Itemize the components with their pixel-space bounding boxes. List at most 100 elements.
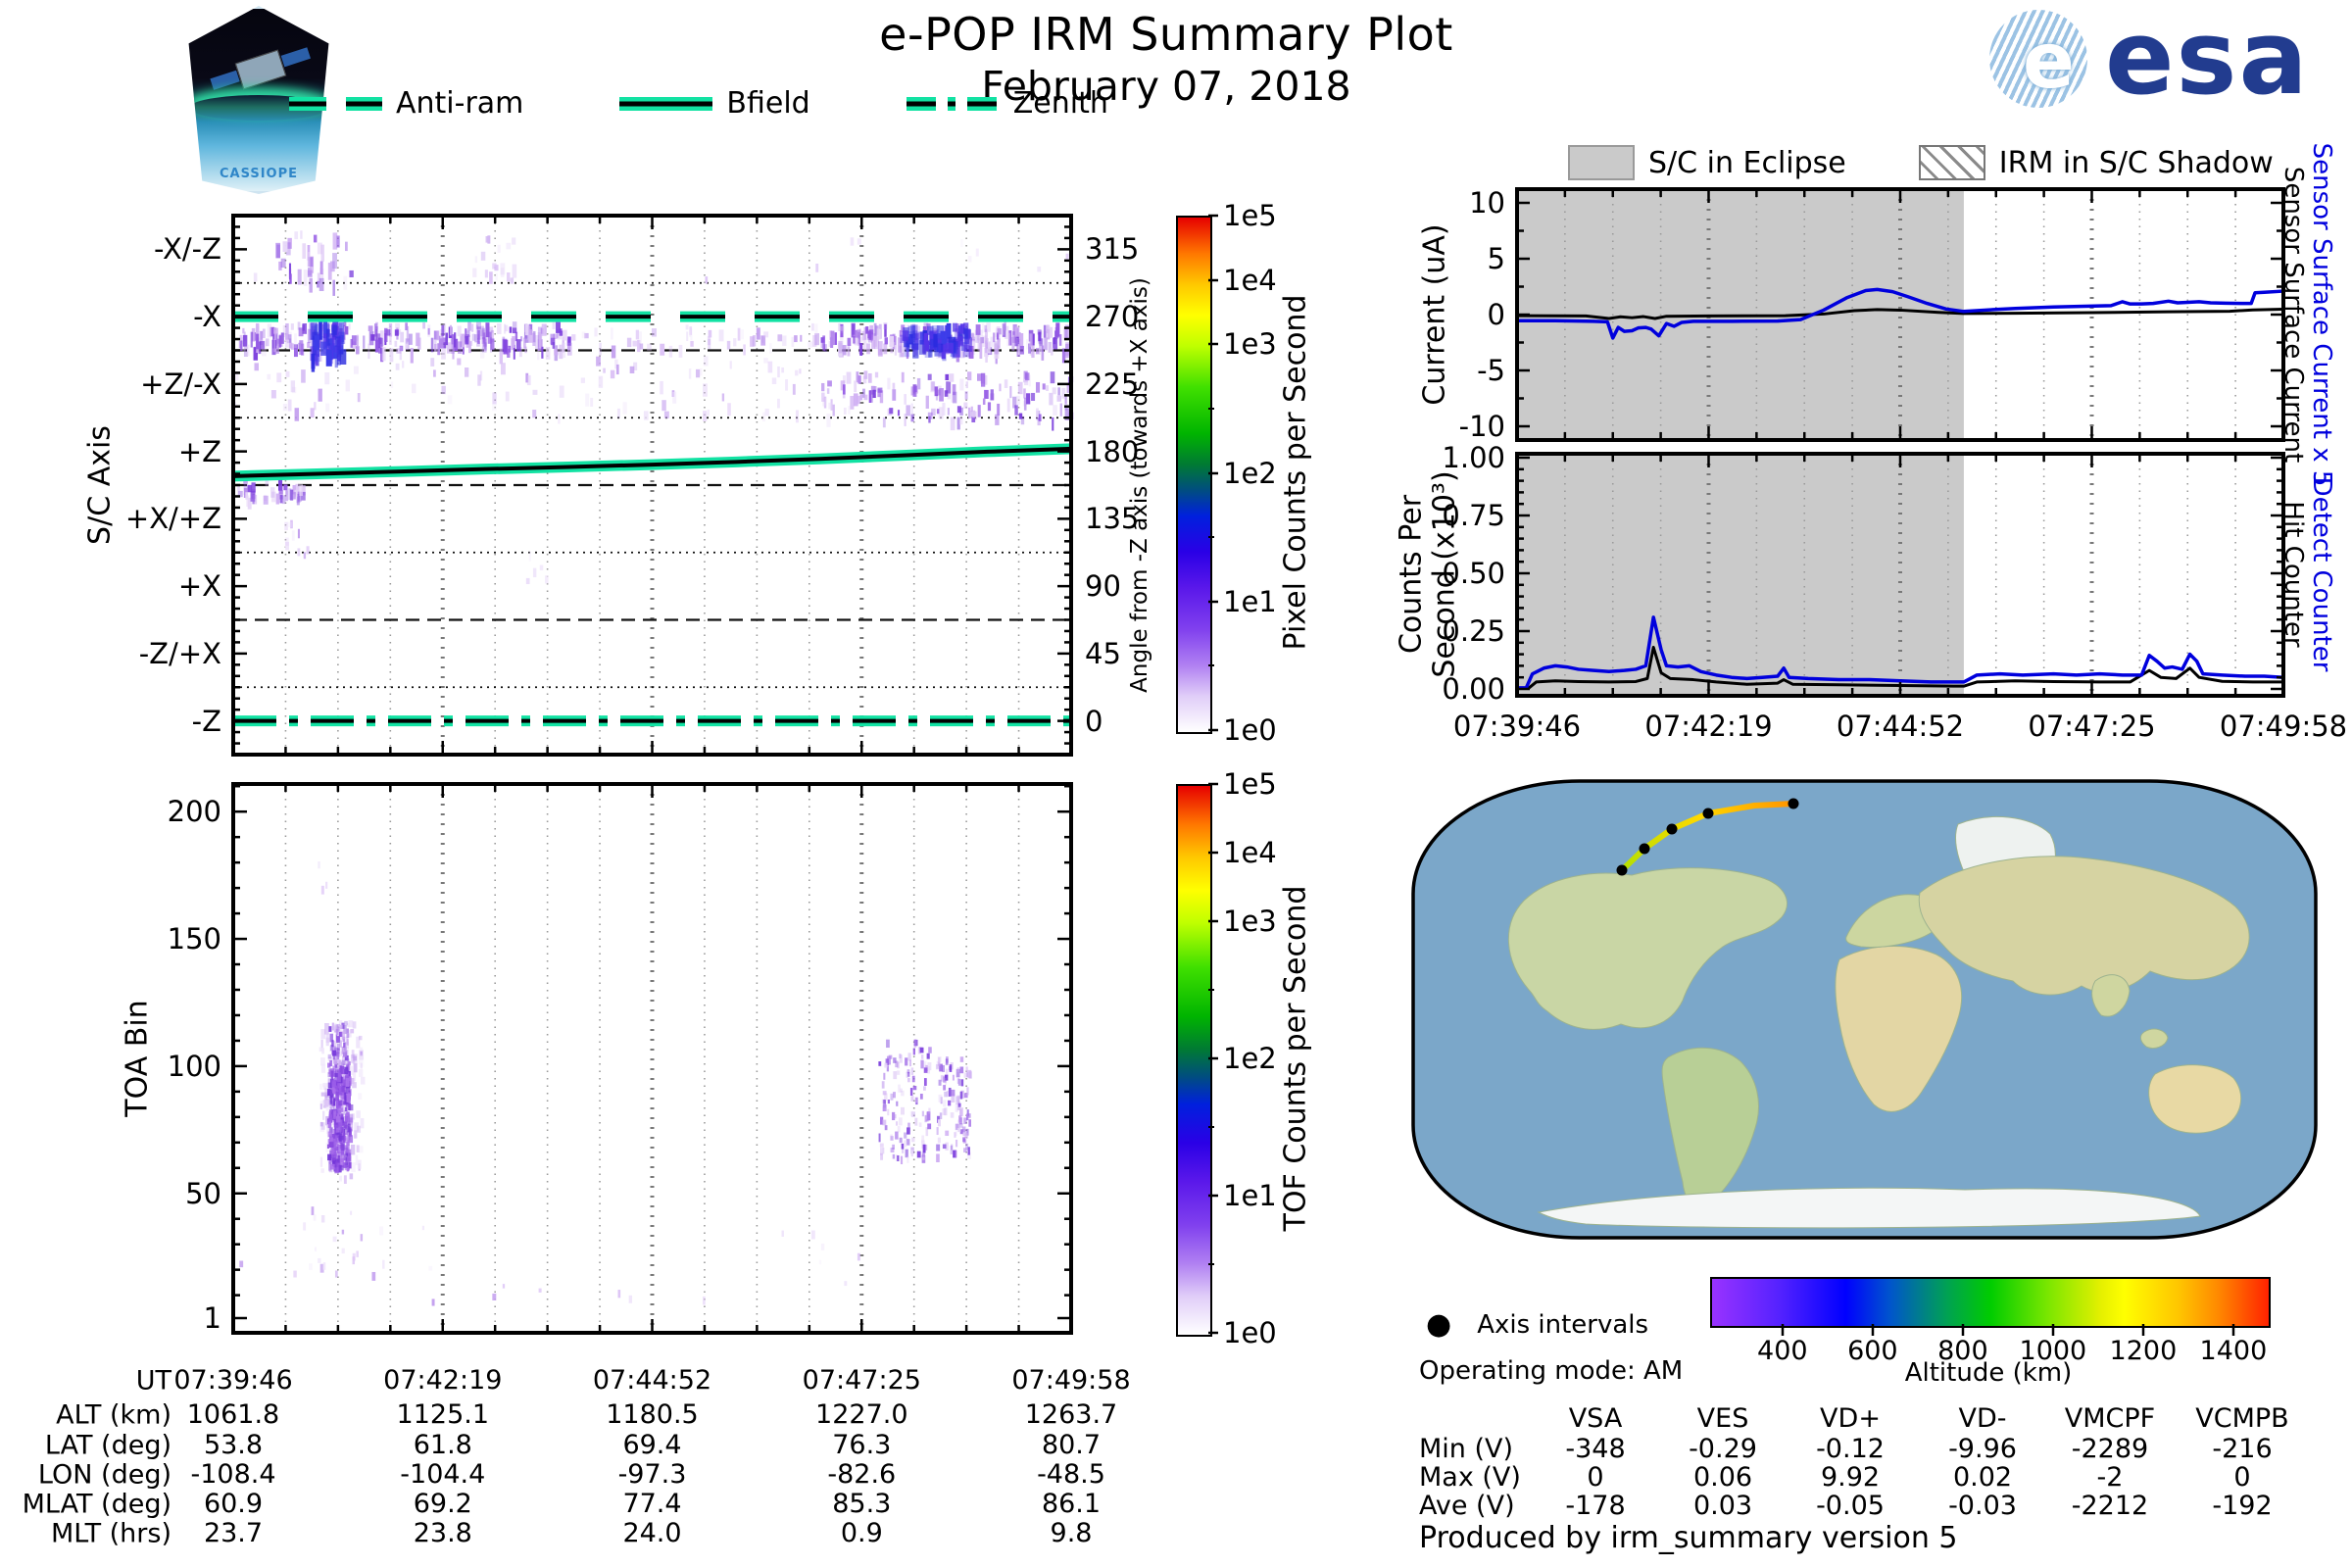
- esa-globe-icon: e: [1989, 10, 2087, 108]
- page-date: February 07, 2018: [981, 63, 1351, 110]
- sensor-current-label-blue: Sensor Surface Current x 5: [2307, 142, 2336, 487]
- nav-cell: 07:44:52: [592, 1365, 712, 1396]
- alt-cb-tick: 1400: [2199, 1336, 2268, 1366]
- track-dot: [1666, 823, 1678, 835]
- track-dot: [1702, 808, 1714, 819]
- tof-cb-tick: 1e4: [1223, 836, 1277, 869]
- tof-cb-tick-minor: [1208, 989, 1214, 991]
- right-xtick: 07:47:25: [2028, 710, 2156, 743]
- sc-axis-ytick: +X: [177, 569, 221, 604]
- voltage-col-header: VSA: [1568, 1403, 1623, 1434]
- toa-ytick: 1: [203, 1301, 221, 1335]
- angle-axis-tick: 315: [1085, 232, 1140, 267]
- nav-cell: 23.7: [203, 1518, 264, 1548]
- anti-ram-line-sample: [289, 96, 382, 111]
- voltage-cell: -9.96: [1948, 1434, 2017, 1464]
- voltage-cell: 9.92: [1820, 1462, 1881, 1493]
- nav-cell: 1180.5: [606, 1399, 699, 1430]
- tof-cb-tick-mark: [1208, 1056, 1218, 1060]
- pixel-cb-tick: 1e3: [1223, 327, 1277, 362]
- tof-counts-colorbar: [1176, 784, 1212, 1337]
- pixel-counts-colorbar: [1176, 216, 1212, 734]
- detect_hit_counters: [1515, 452, 2285, 698]
- nav-cell: 9.8: [1050, 1518, 1093, 1548]
- alt-cb-tick: 600: [1847, 1336, 1898, 1366]
- sensor_surface_current: [1515, 187, 2285, 442]
- tof-cb-tick-minor: [1208, 1126, 1214, 1128]
- detect-counter-label: Detect Counter: [2307, 476, 2336, 672]
- toa-bin-spectrogram: [231, 782, 1073, 1335]
- voltage-cell: -216: [2212, 1434, 2273, 1464]
- current-ytick: 5: [1487, 242, 1505, 275]
- track-dot: [1639, 843, 1650, 855]
- nav-cell: 76.3: [832, 1430, 892, 1460]
- nav-cell: -97.3: [617, 1459, 687, 1490]
- track-dot: [1616, 864, 1628, 876]
- angle-axis-tick: 270: [1085, 300, 1140, 334]
- angle-axis-tick: 45: [1085, 636, 1121, 670]
- right-xtick: 07:39:46: [1452, 710, 1582, 743]
- voltage-row-label: Ave (V): [1419, 1491, 1515, 1521]
- current-ytick: 0: [1487, 298, 1505, 331]
- pixel-cb-tick-mark: [1208, 214, 1218, 218]
- page-title: e-POP IRM Summary Plot: [879, 8, 1453, 61]
- nav-cell: 60.9: [203, 1489, 264, 1519]
- voltage-cell: -192: [2212, 1491, 2273, 1521]
- tof-cb-tick: 1e2: [1223, 1042, 1277, 1075]
- voltage-row-label: Max (V): [1419, 1462, 1521, 1493]
- pixel-cb-tick: 1e0: [1223, 713, 1277, 747]
- esa-e-glyph: e: [2023, 18, 2075, 106]
- current-ytick: -5: [1477, 354, 1505, 387]
- alt-cb-tick: 400: [1757, 1336, 1808, 1366]
- nav-cell: 0.9: [840, 1518, 883, 1548]
- esa-wordmark: esa: [2105, 0, 2310, 119]
- angle-axis-tick: 180: [1085, 434, 1140, 468]
- altitude-colorbar: [1710, 1277, 2271, 1328]
- legend-label-bfield: Bfield: [726, 86, 810, 121]
- tof-cb-tick-mark: [1208, 1331, 1218, 1335]
- alt-cb-tick: 1200: [2109, 1336, 2178, 1366]
- nav-cell: -104.4: [400, 1459, 486, 1490]
- counts-ytick: 0.00: [1442, 672, 1505, 706]
- sc-axis-spectrogram: [231, 214, 1074, 757]
- sc-axis-ytick: -Z: [191, 704, 221, 738]
- voltage-col-header: VMCPF: [2064, 1403, 2156, 1434]
- voltage-cell: 0.02: [1952, 1462, 2013, 1493]
- voltage-col-header: VD-: [1958, 1403, 2007, 1434]
- nav-cell: 1227.0: [815, 1399, 908, 1430]
- angle-axis-label: Angle from -Z axis (towards +X axis): [1127, 277, 1152, 693]
- voltage-col-header: VD+: [1820, 1403, 1881, 1434]
- alt-cb-tickmark: [2141, 1324, 2145, 1336]
- nav-cell: 86.1: [1041, 1489, 1102, 1519]
- patch-label: CASSIOPE: [219, 167, 299, 181]
- alt-cb-tick: 800: [1937, 1336, 1988, 1366]
- sc-axis-ytick: -X: [193, 300, 221, 334]
- nav-cell: -82.6: [827, 1459, 897, 1490]
- axis-interval-dot-icon: ●: [1426, 1307, 1452, 1342]
- nav-cell: 07:42:19: [383, 1365, 503, 1396]
- nav-cell: 85.3: [832, 1489, 892, 1519]
- voltage-cell: -348: [1565, 1434, 1626, 1464]
- voltage-col-header: VES: [1696, 1403, 1749, 1434]
- nav-row-label: LON (deg): [37, 1459, 172, 1491]
- alt-cb-tick: 1000: [2019, 1336, 2087, 1366]
- voltage-cell: -2: [2096, 1462, 2124, 1493]
- satellite-icon: [234, 49, 287, 90]
- pixel-cb-tick-mark: [1208, 278, 1218, 281]
- toa-ytick: 200: [167, 795, 221, 829]
- voltage-cell: -0.03: [1948, 1491, 2017, 1521]
- toa-bin-ylabel: TOA Bin: [120, 1000, 155, 1117]
- angle-axis-tick: 90: [1085, 569, 1121, 604]
- counts-ytick: 1.00: [1442, 441, 1505, 474]
- sc-axis-legend: Anti-ram Bfield Zenith: [289, 86, 1108, 121]
- counts-ytick: 0.50: [1442, 557, 1505, 590]
- right-xtick: 07:44:52: [1836, 710, 1965, 743]
- sc-axis-ytick: -Z/+X: [138, 636, 221, 670]
- counts-ytick: 0.25: [1442, 614, 1505, 648]
- tof-cb-tick-mark: [1208, 851, 1218, 855]
- zenith-line-sample: [906, 96, 1000, 111]
- current-ytick: 10: [1469, 186, 1505, 220]
- voltage-cell: -0.12: [1816, 1434, 1885, 1464]
- voltage-cell: -178: [1565, 1491, 1626, 1521]
- voltage-cell: 0.06: [1692, 1462, 1753, 1493]
